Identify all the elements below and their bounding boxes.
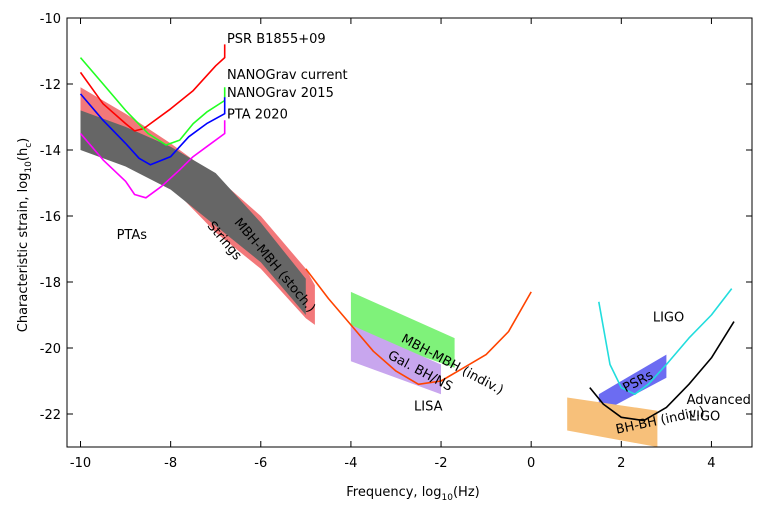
x-axis-label-tail: (Hz): [453, 485, 480, 500]
x-axis-label-sub: 10: [442, 493, 454, 503]
annotation-nanograv-2015: NANOGrav 2015: [227, 86, 334, 101]
y-axis-label-end: ): [16, 138, 31, 143]
sensitivity-curves: [79, 44, 735, 422]
annotation-ligo: LIGO: [653, 311, 684, 326]
annotation-pta-2020: PTA 2020: [227, 108, 288, 123]
annotation-lisa: LISA: [414, 400, 443, 415]
region-mbh-mbh-stoch: [80, 110, 306, 316]
x-axis-label: Frequency, log10(Hz): [346, 485, 479, 503]
curve-pta-2020: [79, 120, 226, 199]
axes: -10 -8 -6 -4 -2 0 2 4-10-12-14-16-18-20-22: [40, 12, 752, 471]
y-tick-label: -10: [40, 12, 61, 27]
x-tick-label: -6: [254, 456, 267, 471]
source-regions: [80, 87, 667, 447]
x-tick-label: 0: [527, 456, 535, 471]
annotation-advanced: Advanced: [687, 393, 751, 408]
annotation-nanograv-current: NANOGrav current: [227, 68, 348, 83]
x-tick-label: 2: [617, 456, 625, 471]
x-axis-label-main: Frequency, log: [346, 485, 441, 500]
x-tick-label: -4: [344, 456, 357, 471]
annotation-mbh-mbh-stoch: MBH-MBH (stoch.): [231, 216, 318, 316]
curve-nanograv-2015: [79, 93, 226, 166]
plot-frame: [66, 17, 753, 448]
curve-advanced-ligo: [589, 321, 735, 422]
curve-nanograv-current: [79, 57, 226, 146]
annotation-psr-b1855-09: PSR B1855+09: [227, 32, 326, 47]
y-tick-label: -18: [40, 276, 61, 291]
x-tick-label: 4: [707, 456, 715, 471]
y-axis-label-sub: 10: [24, 161, 34, 173]
y-tick-label: -14: [40, 144, 61, 159]
y-tick-label: -12: [40, 78, 61, 93]
x-tick-label: -10: [70, 456, 91, 471]
curve-psr-b1855-09: [79, 44, 226, 132]
y-tick-label: -16: [40, 210, 61, 225]
y-axis-label: Characteristic strain, log10(hc): [16, 138, 34, 332]
x-tick-label: -8: [164, 456, 177, 471]
annotation-ptas: PTAs: [117, 228, 148, 243]
region-gal-bh-ns: [350, 324, 441, 395]
region-bh-bh-indiv: [567, 397, 658, 447]
curve-lisa: [305, 268, 532, 386]
x-tick-label: -2: [435, 456, 448, 471]
y-tick-label: -22: [40, 408, 61, 423]
curve-ligo: [598, 288, 733, 395]
y-axis-label-main: Characteristic strain, log: [16, 173, 31, 333]
y-tick-label: -20: [40, 342, 61, 357]
region-mbh-mbh-indiv: [350, 291, 455, 368]
annotation-ligo: LIGO: [689, 410, 720, 425]
y-axis-label-tail: (h: [16, 148, 31, 161]
region-psrs: [598, 354, 667, 414]
y-axis-label-sub2: c: [24, 143, 34, 148]
